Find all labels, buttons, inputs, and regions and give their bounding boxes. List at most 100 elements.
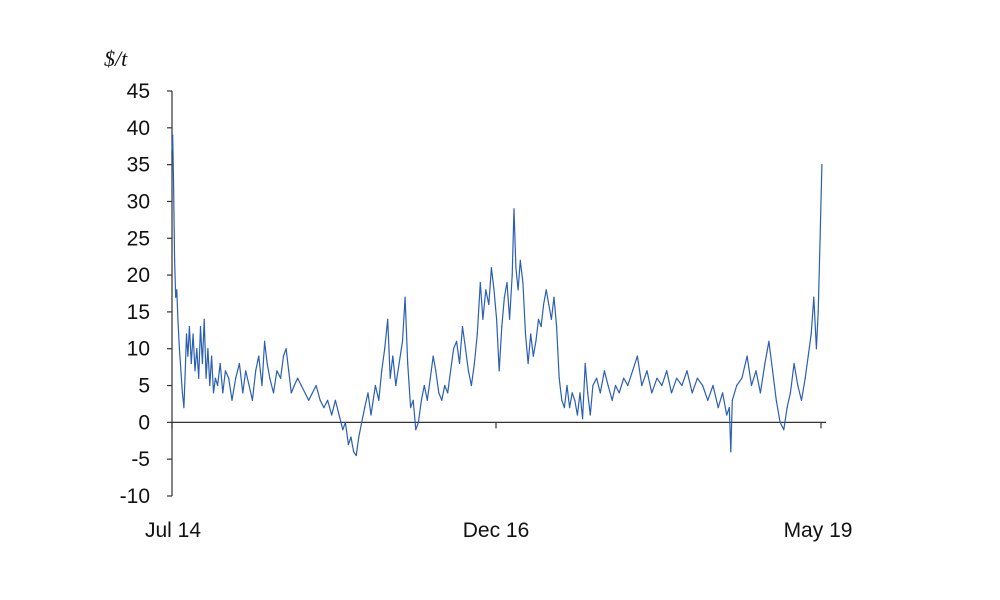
data-point (199, 326, 202, 328)
data-point (793, 362, 795, 365)
data-point (722, 392, 724, 394)
data-point (596, 377, 598, 379)
data-point (490, 267, 492, 269)
data-point (290, 392, 292, 394)
y-tick-label: 40 (127, 117, 150, 140)
data-point (180, 370, 182, 372)
data-point (641, 384, 643, 387)
data-point (656, 377, 658, 379)
data-point (503, 296, 505, 298)
data-point (282, 355, 285, 357)
data-point (519, 259, 521, 261)
data-point (566, 384, 568, 387)
data-point (342, 429, 344, 431)
data-point (488, 303, 490, 306)
data-point (429, 377, 431, 379)
data-point (222, 392, 224, 394)
data-point (670, 392, 673, 394)
data-point (272, 392, 275, 394)
data-point (438, 392, 440, 394)
data-point (548, 303, 550, 306)
data-point (174, 259, 176, 261)
data-point (269, 377, 271, 379)
data-point (611, 399, 613, 401)
data-point (736, 384, 738, 387)
data-point (420, 399, 422, 401)
data-point (450, 370, 452, 372)
data-point (384, 348, 386, 350)
data-point (426, 399, 428, 401)
data-point (315, 384, 317, 387)
data-point (432, 355, 434, 357)
data-point (258, 355, 260, 357)
data-point (387, 318, 389, 320)
data-point (815, 348, 818, 350)
x-tick-label: May 19 (784, 519, 853, 542)
data-point (331, 414, 333, 416)
data-point (461, 326, 464, 328)
data-point (338, 414, 340, 416)
data-point (726, 414, 728, 416)
data-point (415, 429, 417, 431)
data-point (190, 362, 192, 365)
y-tick-label: -10 (120, 485, 150, 508)
y-tick-label: 30 (127, 190, 150, 213)
data-point (364, 407, 366, 409)
data-point (300, 384, 302, 387)
data-point (817, 311, 819, 313)
data-point (632, 370, 634, 372)
data-point (224, 370, 226, 372)
data-point (717, 407, 719, 409)
data-point (636, 355, 639, 357)
data-point (435, 370, 437, 372)
data-point (212, 392, 215, 394)
data-point (185, 333, 188, 335)
data-point (582, 418, 584, 420)
data-point (513, 208, 515, 210)
data-point (412, 399, 414, 401)
data-point (304, 392, 306, 394)
data-point (574, 399, 576, 401)
data-point (201, 362, 203, 365)
data-point (187, 355, 189, 357)
data-point (607, 384, 609, 387)
data-point (361, 421, 363, 423)
y-tick-label: -5 (131, 448, 150, 471)
data-point (764, 362, 766, 365)
data-point (217, 384, 219, 387)
data-point (205, 377, 207, 379)
data-point (482, 318, 484, 320)
data-point (479, 281, 481, 284)
data-point (327, 399, 329, 401)
data-point (410, 407, 412, 409)
data-point (374, 384, 376, 387)
data-point (378, 399, 380, 401)
data-point (579, 392, 581, 394)
data-point (614, 384, 617, 387)
data-point (797, 384, 799, 387)
data-point (535, 340, 537, 342)
data-point (772, 370, 774, 372)
data-point (746, 355, 748, 357)
data-point (569, 407, 571, 409)
data-point (211, 355, 213, 357)
data-point (228, 377, 230, 379)
data-point (807, 355, 809, 357)
data-point (458, 362, 461, 365)
data-point (255, 370, 257, 372)
x-tick-label: Dec 16 (463, 519, 530, 542)
series-layer (171, 134, 823, 457)
data-point (238, 362, 240, 365)
data-point (219, 362, 221, 365)
data-point (485, 289, 487, 291)
data-point (453, 348, 455, 350)
data-point (707, 399, 709, 401)
data-point (571, 392, 573, 394)
data-point (819, 237, 821, 239)
data-point (515, 267, 517, 269)
data-point (728, 407, 730, 409)
data-point (775, 399, 777, 401)
data-point (264, 340, 266, 342)
data-point (276, 370, 278, 372)
